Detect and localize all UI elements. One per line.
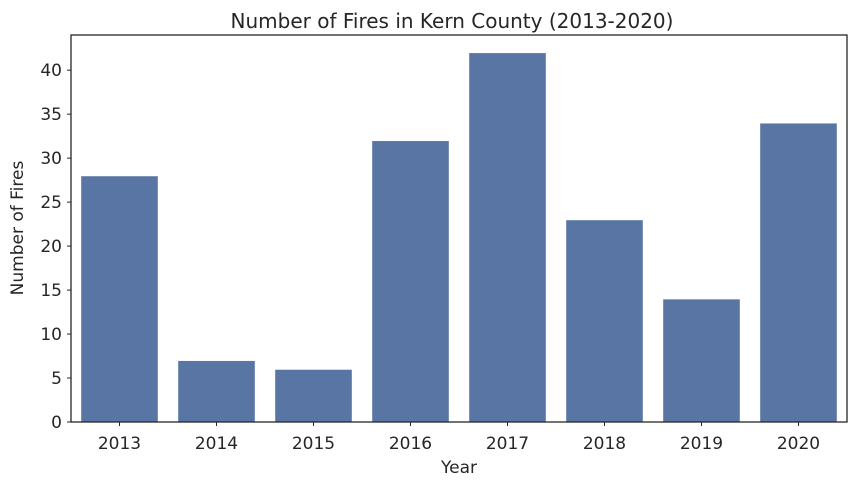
bars-group bbox=[80, 52, 838, 423]
bar-2018 bbox=[565, 219, 644, 423]
x-tick-label: 2013 bbox=[98, 434, 141, 454]
x-tick-label: 2020 bbox=[777, 434, 820, 454]
chart-title: Number of Fires in Kern County (2013-202… bbox=[231, 9, 674, 33]
x-axis-label: Year bbox=[440, 458, 477, 478]
x-tick-label: 2016 bbox=[389, 434, 432, 454]
y-tick-label: 30 bbox=[40, 149, 62, 169]
x-tick-label: 2015 bbox=[292, 434, 335, 454]
y-tick-label: 35 bbox=[40, 105, 62, 125]
y-tick-label: 0 bbox=[51, 413, 62, 433]
bar-2020 bbox=[759, 122, 838, 423]
y-tick-label: 15 bbox=[40, 281, 62, 301]
y-tick-label: 20 bbox=[40, 237, 62, 257]
x-axis-ticks: 2013 2014 2015 2016 2017 2018 2019 2020 bbox=[98, 422, 820, 454]
y-tick-label: 40 bbox=[40, 61, 62, 81]
bar-2013 bbox=[80, 175, 159, 423]
bar-2014 bbox=[177, 359, 256, 423]
bar-2019 bbox=[662, 298, 741, 423]
bar-2017 bbox=[468, 52, 547, 423]
bar-2016 bbox=[371, 140, 450, 423]
y-tick-label: 10 bbox=[40, 325, 62, 345]
y-axis-label: Number of Fires bbox=[8, 161, 28, 296]
plot-frame bbox=[70, 34, 848, 423]
x-tick-label: 2018 bbox=[583, 434, 626, 454]
x-tick-label: 2019 bbox=[680, 434, 723, 454]
x-tick-label: 2014 bbox=[195, 434, 238, 454]
y-tick-label: 25 bbox=[40, 193, 62, 213]
y-tick-label: 5 bbox=[51, 369, 62, 389]
y-axis-ticks: 0 5 10 15 20 25 30 35 40 bbox=[40, 61, 71, 433]
bar-2015 bbox=[274, 368, 353, 423]
x-tick-label: 2017 bbox=[486, 434, 529, 454]
